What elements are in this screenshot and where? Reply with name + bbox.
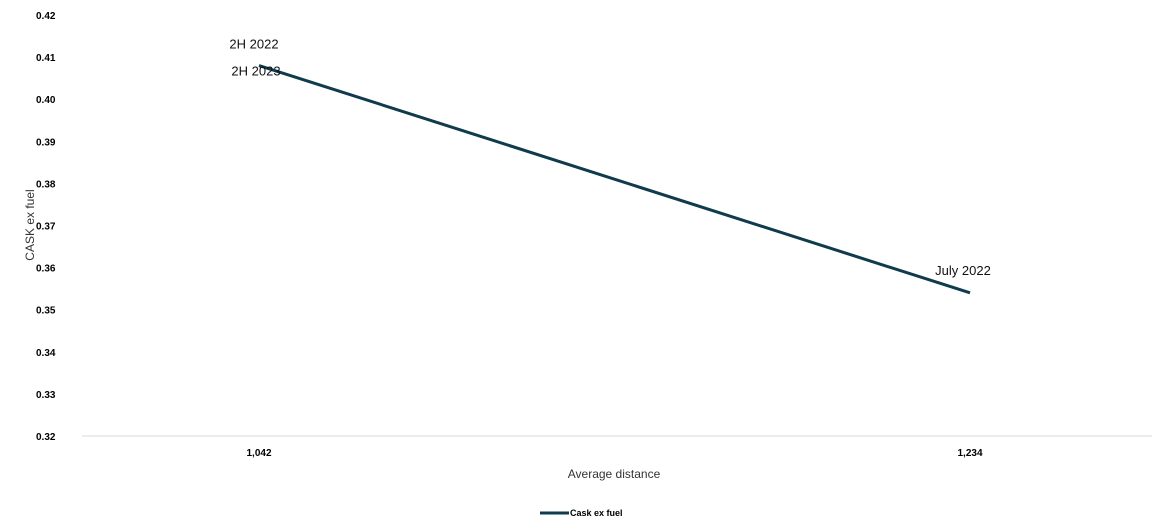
y-tick-label: 0.34 bbox=[36, 348, 56, 359]
x-tick-label: 1,234 bbox=[957, 448, 982, 459]
y-axis-title: CASK ex fuel bbox=[23, 189, 37, 260]
legend-label: Cask ex fuel bbox=[570, 508, 623, 516]
y-tick-label: 0.32 bbox=[36, 432, 56, 443]
x-axis-title: Average distance bbox=[568, 467, 661, 481]
y-tick-label: 0.33 bbox=[36, 390, 56, 401]
x-axis-ticks: 1,042 1,234 bbox=[246, 448, 982, 459]
y-tick-label: 0.37 bbox=[36, 222, 56, 233]
series-layer bbox=[258, 64, 971, 295]
x-tick-label: 1,042 bbox=[246, 448, 271, 459]
y-tick-label: 0.39 bbox=[36, 137, 56, 148]
point-annotation: July 2022 bbox=[935, 263, 991, 278]
annotation-layer: 2H 2022 2H 2023 July 2022 bbox=[229, 37, 990, 278]
point-annotation: 2H 2022 bbox=[229, 37, 278, 52]
y-tick-label: 0.38 bbox=[36, 179, 56, 190]
y-tick-label: 0.42 bbox=[36, 11, 56, 22]
y-axis-ticks: 0.32 0.33 0.34 0.35 0.36 0.37 0.38 0.39 0.40 0.41… bbox=[36, 11, 56, 443]
y-tick-label: 0.36 bbox=[36, 264, 56, 275]
y-tick-label: 0.35 bbox=[36, 306, 56, 317]
legend: Cask ex fuel bbox=[540, 508, 623, 518]
series-line-cask-ex-fuel bbox=[258, 64, 971, 295]
y-tick-label: 0.40 bbox=[36, 95, 56, 106]
y-tick-label: 0.41 bbox=[36, 53, 56, 64]
point-annotation: 2H 2023 bbox=[231, 64, 280, 79]
